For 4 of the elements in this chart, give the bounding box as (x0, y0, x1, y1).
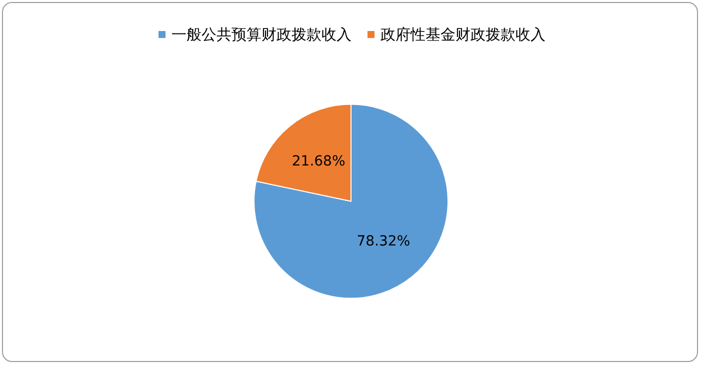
legend-label: 政府性基金财政拨款收入 (380, 26, 546, 44)
legend-label: 一般公共预算财政拨款收入 (172, 26, 352, 44)
data-label: 78.32% (356, 233, 410, 250)
data-label: 21.68% (292, 153, 346, 170)
